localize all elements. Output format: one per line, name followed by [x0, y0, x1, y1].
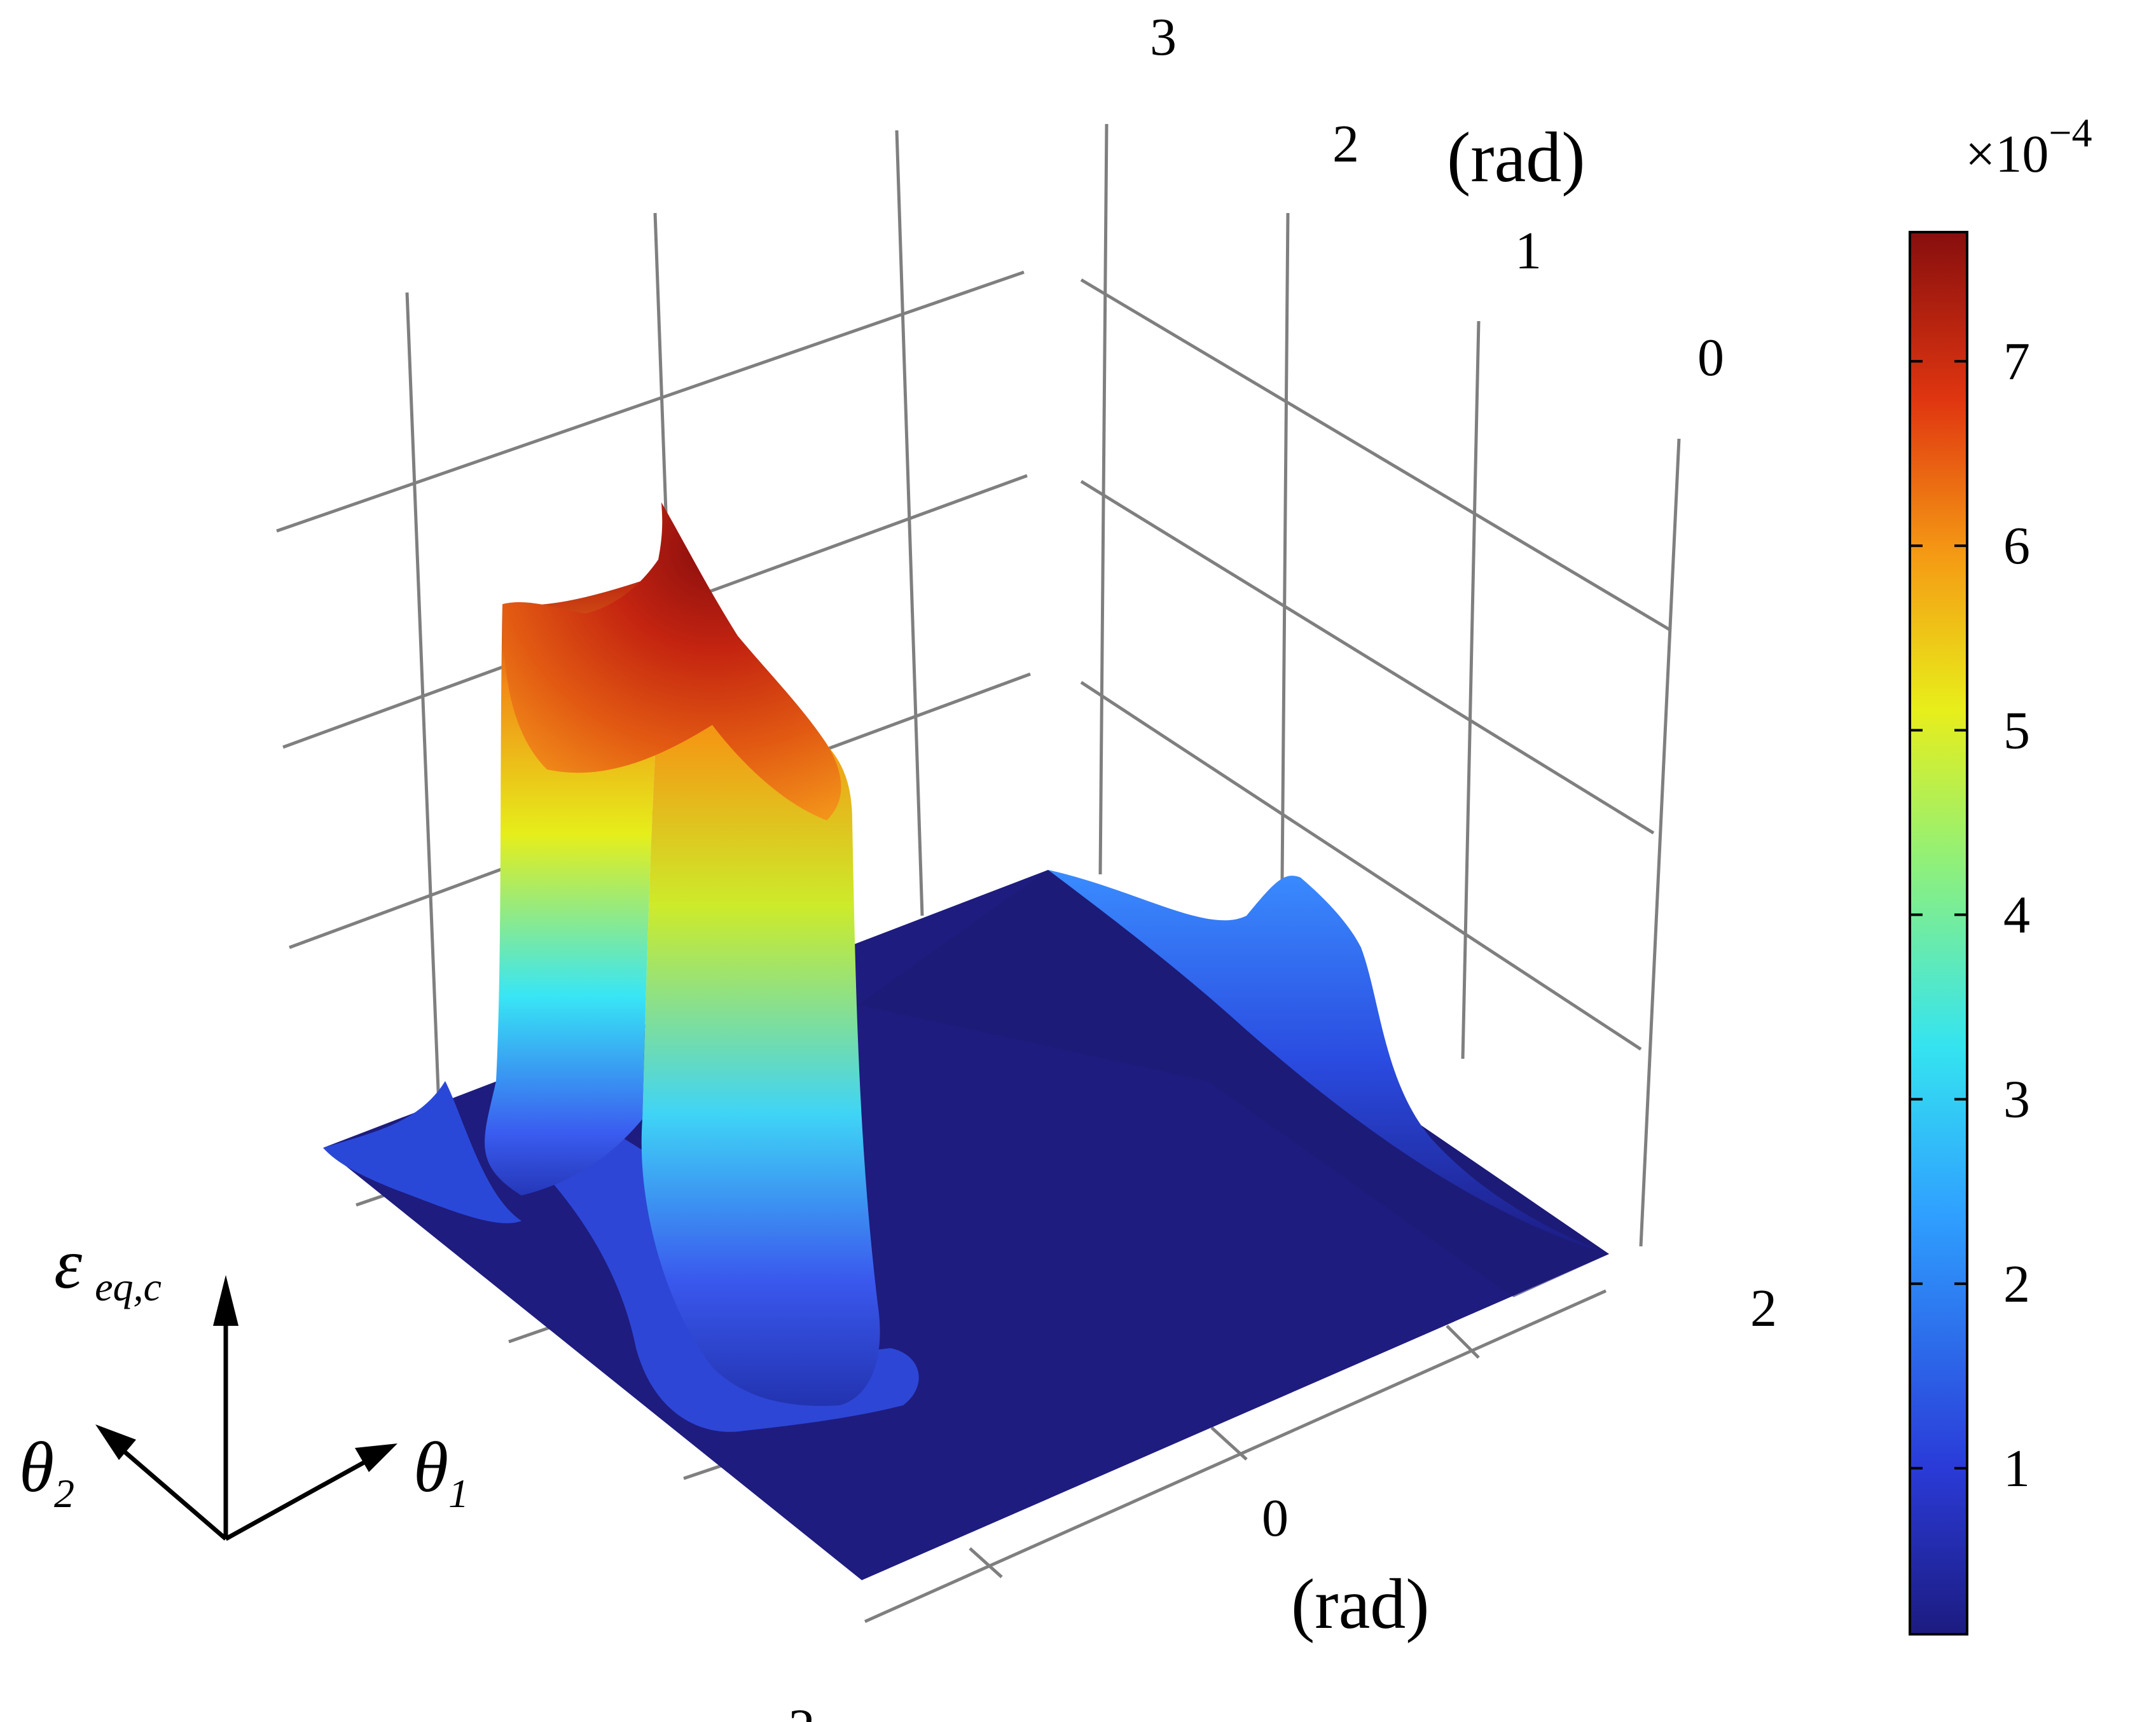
- theta1-tick-label: −2: [758, 1698, 815, 1722]
- peak-ridge-top: [502, 502, 841, 820]
- z-label: ε eq,c: [54, 1225, 162, 1309]
- theta1-arrow-head: [355, 1443, 397, 1472]
- secondary-peak: [1048, 870, 1609, 1254]
- theta1-axis: −2 0 2: [758, 1279, 1777, 1722]
- theta2-tick-label: 3: [1150, 8, 1177, 67]
- theta1-label: θ1: [413, 1428, 469, 1516]
- theta2-axis-unit: (rad): [1447, 118, 1586, 197]
- side-bump: [323, 1081, 522, 1223]
- theta2-arrow-head: [95, 1424, 136, 1460]
- theta2-label: θ2: [19, 1428, 74, 1516]
- theta2-tick-label: 2: [1332, 114, 1359, 174]
- colorbar-tick-label: 2: [2003, 1255, 2030, 1314]
- colorbar-tick-label: 7: [2003, 332, 2030, 391]
- theta1-axis-unit: (rad): [1291, 1565, 1430, 1644]
- colorbar-tick-label: 6: [2003, 516, 2030, 575]
- theta2-tick-label: 0: [1697, 328, 1724, 387]
- orientation-indicator: ε eq,c θ1 θ2: [19, 1225, 469, 1541]
- theta1-arrow-line: [225, 1454, 377, 1541]
- theta2-tick-label: 1: [1515, 221, 1542, 280]
- theta2-axis: 0 1 2 3: [1150, 8, 1724, 387]
- theta2-arrow-line: [109, 1438, 228, 1541]
- colorbar-tick-label: 4: [2003, 885, 2030, 944]
- z-arrow-head: [213, 1275, 238, 1326]
- theta1-tick-label: 2: [1750, 1279, 1777, 1338]
- colorbar-tick-label: 5: [2003, 701, 2030, 760]
- colorbar-multiplier: ×10−4: [1965, 110, 2092, 184]
- surface-shading: [859, 870, 1609, 1297]
- colorbar: 1 2 3 4 5 6 7 ×10−4: [1909, 110, 2092, 1636]
- colorbar-gradient: [1909, 231, 1968, 1636]
- theta1-tick-label: 0: [1262, 1489, 1289, 1548]
- colorbar-tick-label: 3: [2003, 1070, 2030, 1129]
- colorbar-tick-label: 1: [2003, 1439, 2030, 1498]
- surface: [323, 502, 1609, 1580]
